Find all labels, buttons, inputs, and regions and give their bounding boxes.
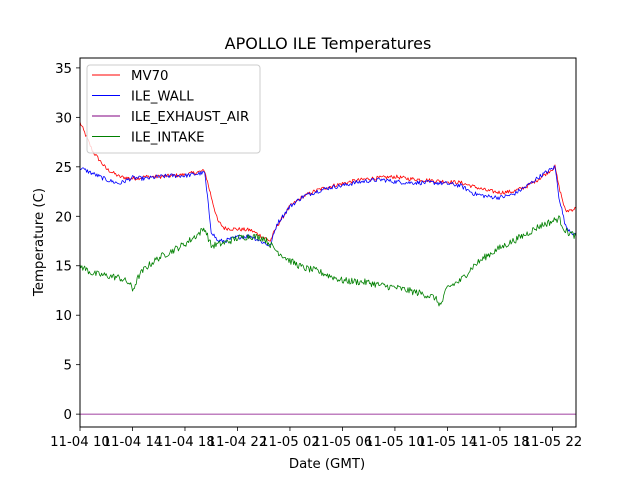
series-line-ile-wall <box>80 165 576 247</box>
y-tick-label: 0 <box>64 408 72 423</box>
legend-frame <box>86 64 261 154</box>
chart-title: APOLLO ILE Temperatures <box>225 34 432 53</box>
y-tick-label: 5 <box>64 359 72 374</box>
x-tick-label: 11-05 02 <box>260 435 320 450</box>
y-tick-label: 20 <box>55 210 72 225</box>
y-axis: 0 5 10 15 20 25 30 35 <box>55 62 80 423</box>
y-tick-label: 25 <box>55 161 72 176</box>
legend-label: ILE_INTAKE <box>131 131 205 146</box>
y-tick-label: 30 <box>55 111 72 126</box>
x-tick-label: 11-04 10 <box>50 435 110 450</box>
x-tick-label: 11-05 14 <box>418 435 478 450</box>
legend-label: ILE_EXHAUST_AIR <box>131 110 249 125</box>
x-tick-label: 11-05 22 <box>522 435 582 450</box>
x-tick-label: 11-04 18 <box>155 435 215 450</box>
x-tick-label: 11-04 14 <box>103 435 163 450</box>
x-axis-label: Date (GMT) <box>289 457 365 472</box>
series-layer <box>80 121 576 415</box>
legend-label: MV70 <box>131 69 169 84</box>
x-tick-label: 11-05 18 <box>470 435 530 450</box>
legend: MV70 ILE_WALL ILE_EXHAUST_AIR ILE_INTAKE <box>86 64 261 154</box>
y-axis-label: Temperature (C) <box>32 188 47 297</box>
y-tick-label: 10 <box>55 309 72 324</box>
plot-frame <box>79 57 577 428</box>
x-tick-label: 11-05 06 <box>313 435 373 450</box>
y-tick-label: 35 <box>55 62 72 77</box>
y-tick-label: 15 <box>55 260 72 275</box>
legend-label: ILE_WALL <box>131 90 194 105</box>
x-tick-label: 11-05 10 <box>365 435 425 450</box>
legend-items: MV70 ILE_WALL ILE_EXHAUST_AIR ILE_INTAKE <box>92 69 249 146</box>
series-line-ile-intake <box>80 215 576 307</box>
x-tick-label: 11-04 22 <box>208 435 268 450</box>
